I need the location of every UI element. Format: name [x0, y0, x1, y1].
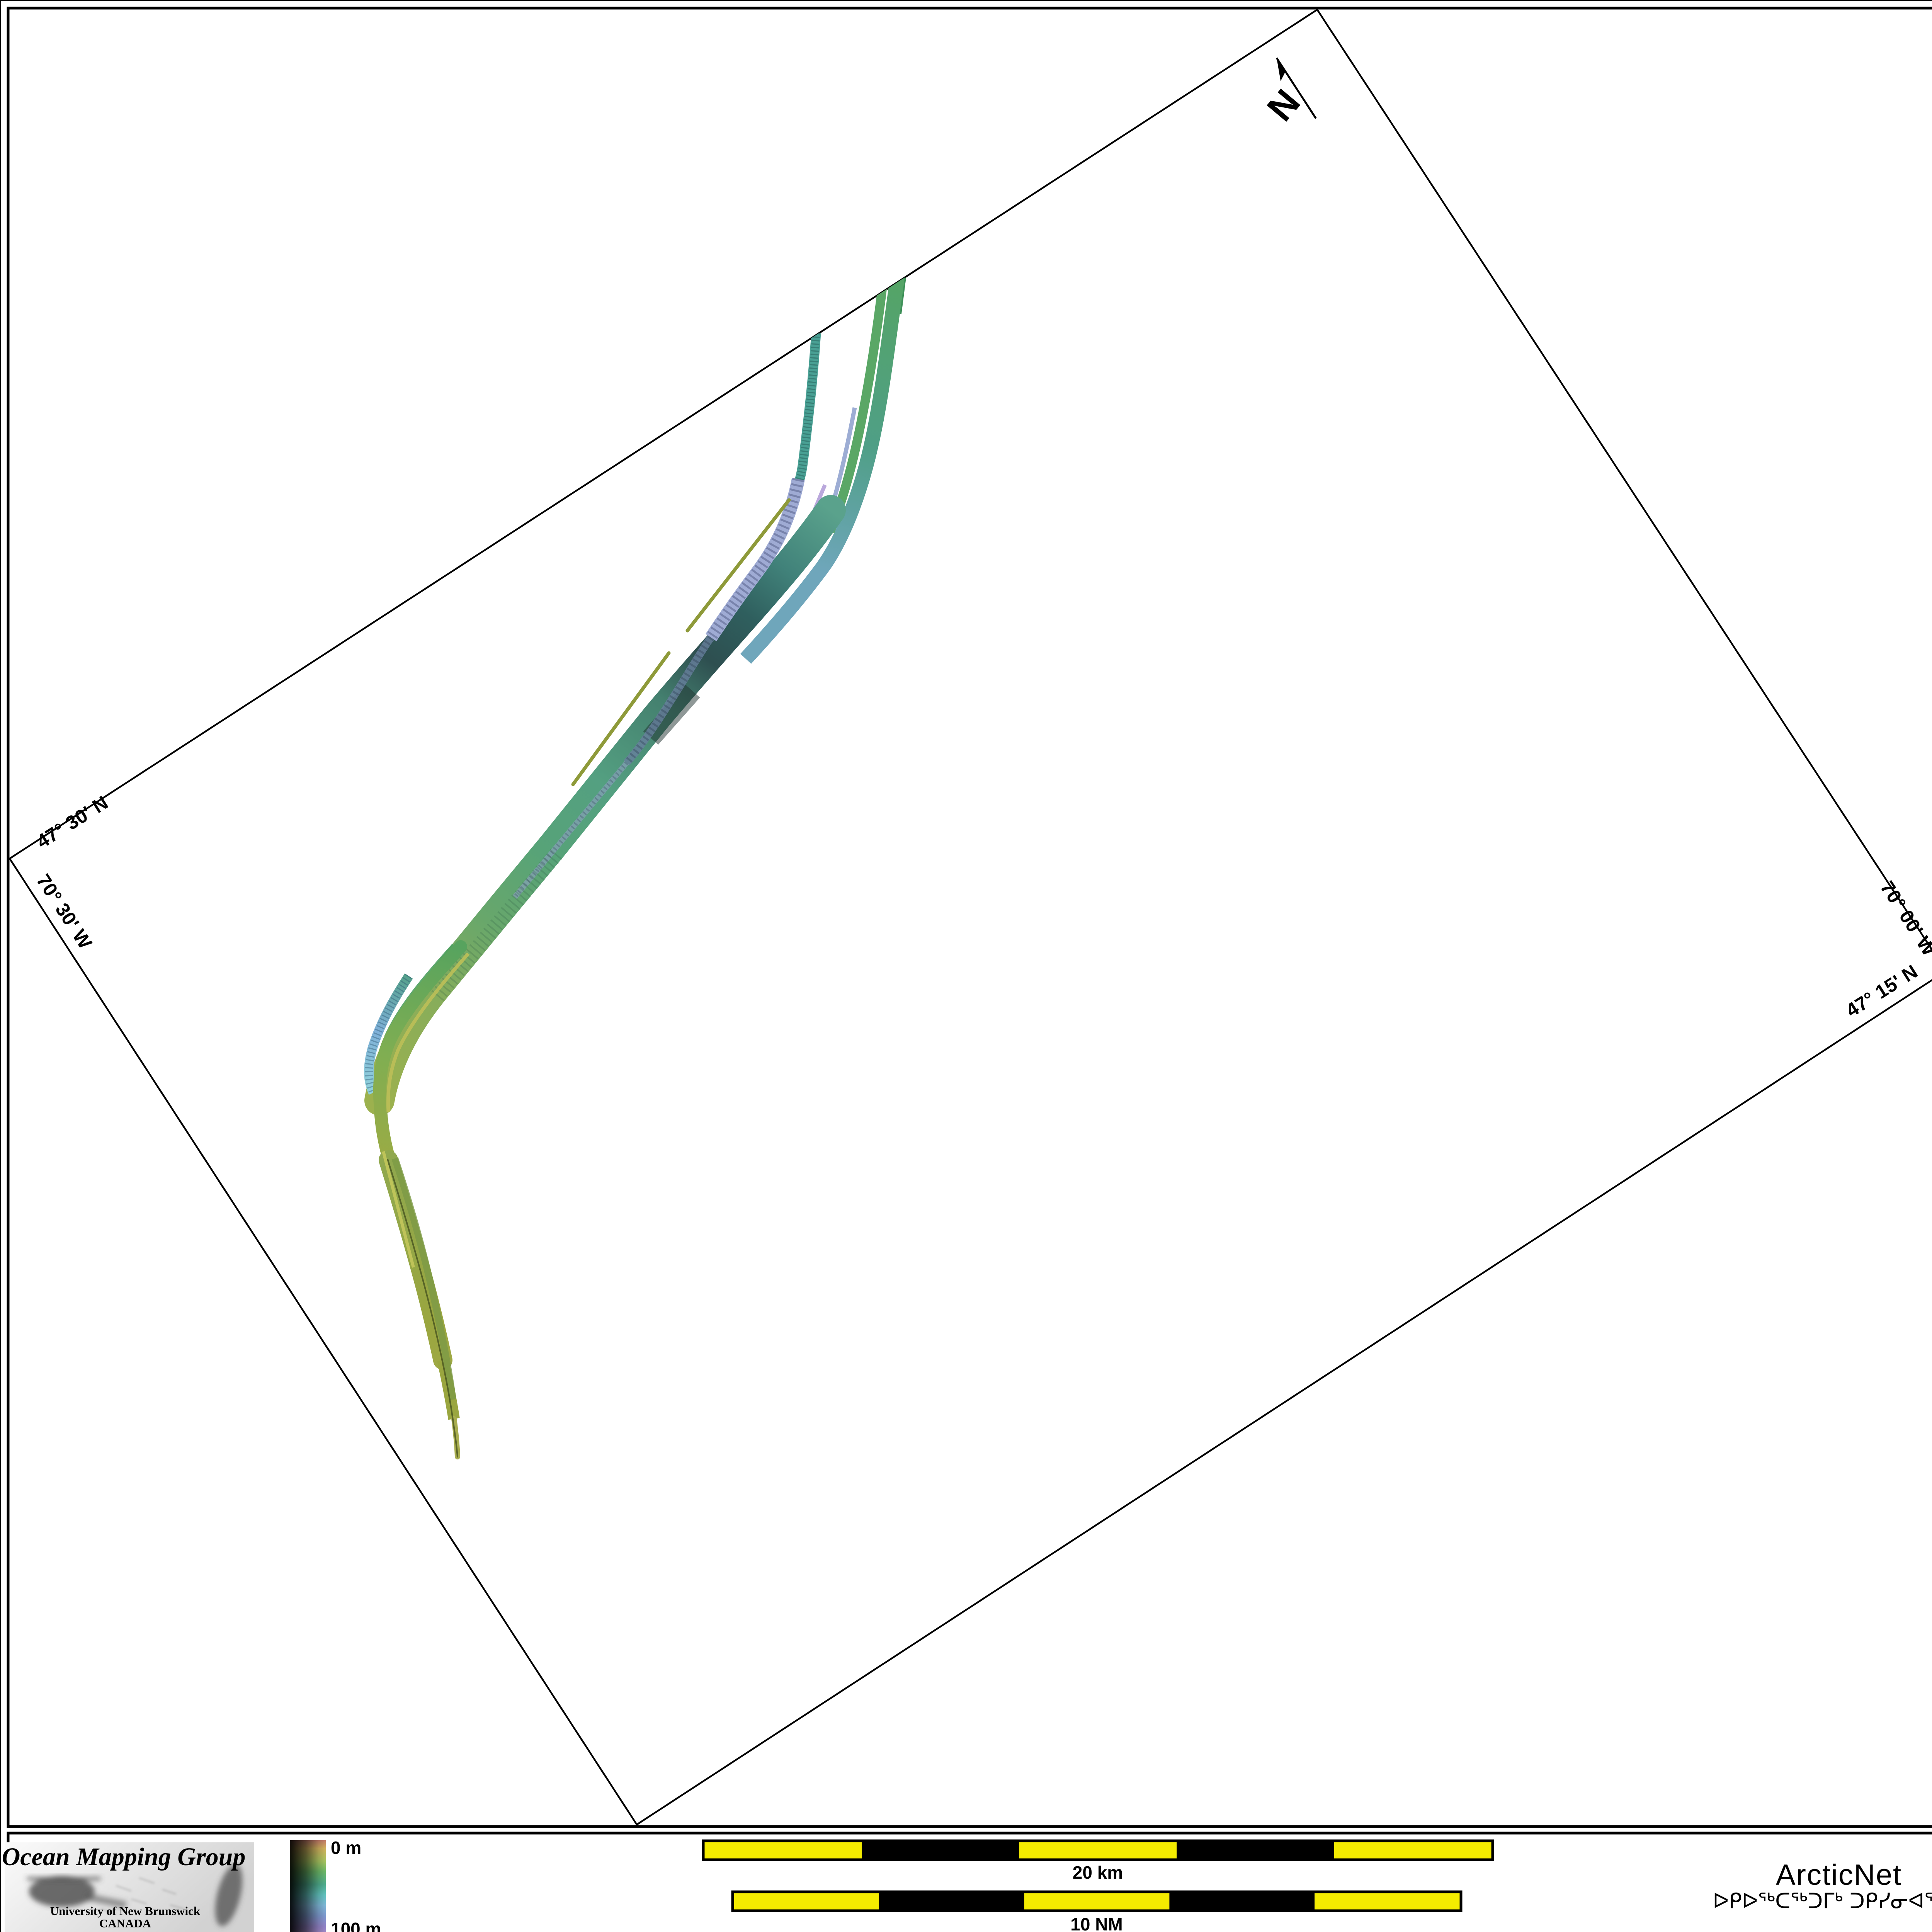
scalebar-km-seg3 [1019, 1842, 1177, 1859]
track-south-tail-highlight [382, 1151, 415, 1268]
map-frame [7, 7, 1932, 1828]
scalebar-nm-seg4 [1169, 1893, 1315, 1910]
omg-logo-title: Ocean Mapping Group [2, 1843, 246, 1871]
depth-scale-bottom-label: 100 m [331, 1919, 381, 1932]
track-bend-ribbon-yellow [386, 952, 470, 1112]
bathymetry-track-layer [364, 277, 906, 1459]
track-sandwave-ripples-1 [706, 478, 804, 641]
shipwreck-icon [215, 1864, 243, 1926]
track-ribbon-right [740, 277, 905, 664]
omg-logo-country: CANADA [99, 1917, 151, 1930]
scalebar-km: 20 km [702, 1839, 1494, 1883]
track-olive-line-a [685, 498, 791, 633]
scalebar-nm-border [731, 1890, 1463, 1912]
arcticnet-logo-inuktitut: ᐅᑭᐅᖅᑕᖅᑐᒥᒃ ᑐᑭᓯᓂᐊᖅᑏᑦ [1713, 1889, 1932, 1913]
depth-scale-top-label: 0 m [331, 1838, 361, 1858]
omg-logo-university: University of New Brunswick [50, 1904, 201, 1918]
track-sandwave-core-1 [705, 478, 805, 641]
graticule-neatline [8, 8, 1932, 1826]
track-cyan-branch [364, 973, 413, 1095]
track-sandwave-ripples-3 [513, 761, 629, 899]
track-ribbon-lavender-edge [830, 407, 857, 505]
arcticnet-logo-title: ArcticNet [1776, 1859, 1902, 1891]
track-bend-ribbon-main [373, 940, 467, 1167]
scalebar-km-border [702, 1839, 1494, 1861]
track-swath-ripples-sw [430, 849, 563, 1002]
track-sandwave-core-3 [512, 761, 629, 899]
helicopter-icon [27, 1876, 128, 1908]
track-south-tail-parallel [391, 1157, 456, 1400]
track-olive-line-b [571, 651, 671, 786]
depth-scale: 0 m 100 m [290, 1838, 381, 1932]
scalebar-km-seg1 [704, 1842, 862, 1859]
north-arrow-head-icon [1276, 58, 1286, 81]
track-teal-strip [794, 333, 821, 485]
seabed-texture [100, 1877, 184, 1915]
scalebar-nm-seg1 [734, 1893, 879, 1910]
track-main-swath [364, 495, 846, 1116]
scalebar-km-label: 20 km [1073, 1862, 1123, 1883]
track-sandwave-ripples-2 [624, 635, 714, 765]
scalebar-km-seg2 [862, 1842, 1019, 1859]
scalebar-nm-seg5 [1315, 1893, 1460, 1910]
omg-logo: Ocean Mapping Group University of New Br… [2, 1842, 254, 1932]
scalebar-nm-seg2 [879, 1893, 1024, 1910]
scalebar-nm-seg3 [1024, 1893, 1170, 1910]
depth-scale-shading [290, 1840, 326, 1932]
track-south-tail-centerline [387, 1159, 458, 1458]
scalebar-nm: 10 NM [731, 1890, 1463, 1932]
track-sandwave-core-2 [624, 635, 714, 765]
track-dark-patch [643, 684, 700, 745]
scalebar-km-seg4 [1177, 1842, 1334, 1859]
track-cyan-branch-ripples [365, 974, 412, 1095]
scalebar-nm-label: 10 NM [1070, 1914, 1122, 1932]
scalebar-km-seg5 [1334, 1842, 1492, 1859]
arcticnet-logo: ArcticNet ᐅᑭᐅᖅᑕᖅᑐᒥᒃ ᑐᑭᓯᓂᐊᖅᑏᑦ [1713, 1859, 1932, 1913]
